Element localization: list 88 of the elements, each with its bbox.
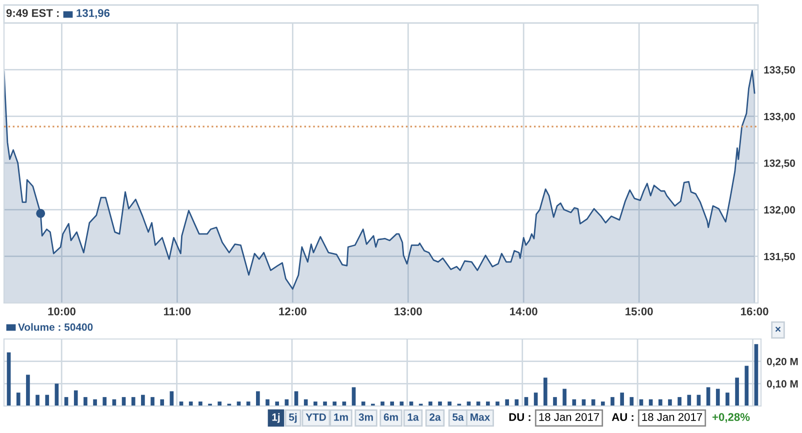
text: × [775, 326, 781, 332]
bar [102, 397, 107, 406]
y-tick-label: 0,10 M [766, 380, 798, 390]
text: 3m [358, 413, 373, 421]
text: 5a [452, 414, 464, 421]
text: DU : [509, 413, 530, 421]
y-tick-label: 0,20 M [766, 358, 798, 367]
y-tick-label: 132,50 [764, 160, 795, 168]
x-tick-label: 11:00 [164, 307, 191, 316]
bar [84, 397, 88, 406]
bar [726, 392, 730, 406]
bar [543, 378, 548, 406]
bar [428, 402, 432, 406]
text: +0,28% [712, 413, 750, 423]
bar [150, 397, 154, 406]
bar [438, 402, 442, 406]
bar [218, 402, 222, 406]
bar [448, 402, 452, 406]
text: Volume : 50400 [18, 323, 93, 331]
y-tick-label: 133,50 [764, 66, 795, 76]
y-tick-label: 133,00 [764, 112, 795, 122]
bar [678, 397, 682, 406]
text: 18 Jan 2017 [539, 413, 600, 421]
bar [45, 394, 50, 406]
bar [160, 399, 164, 406]
bar [54, 384, 59, 406]
text: 9:49 EST : [6, 9, 59, 17]
bar [314, 402, 318, 406]
bar [256, 391, 260, 406]
bar [687, 394, 692, 406]
bar [188, 402, 193, 406]
y-tick-label: 131,50 [764, 252, 795, 262]
bar [93, 399, 97, 406]
bar [486, 402, 490, 406]
text: 2a [430, 413, 441, 421]
bar [630, 397, 634, 406]
text: AU : [612, 413, 634, 421]
bar [754, 344, 758, 406]
bar [332, 402, 337, 406]
bar [380, 402, 384, 406]
bar [716, 388, 720, 406]
text: YTD [306, 414, 326, 421]
x-tick-label: 14:00 [510, 307, 538, 316]
bar [361, 402, 366, 406]
bar [400, 402, 404, 406]
bar [352, 387, 356, 406]
bar [36, 394, 40, 406]
bar [505, 399, 509, 406]
text: Max [470, 414, 490, 421]
x-tick-label: 10:00 [48, 307, 76, 316]
bar [496, 402, 500, 406]
bar [131, 397, 136, 406]
bar [706, 387, 710, 406]
bar [620, 392, 624, 406]
bar [572, 399, 576, 406]
bar [26, 374, 30, 406]
x-tick-label: 12:00 [279, 307, 306, 316]
bar [198, 402, 202, 406]
bar [600, 402, 605, 406]
x-tick-label: 15:00 [626, 307, 653, 316]
bar [390, 402, 394, 406]
x-tick-label: 16:00 [741, 307, 768, 316]
bar [323, 402, 327, 406]
bar [275, 402, 280, 406]
bar [16, 392, 20, 406]
bar [668, 399, 672, 406]
bar [744, 366, 749, 406]
bar [266, 399, 270, 406]
bar [553, 397, 557, 406]
text: 131,96 [76, 9, 110, 19]
bar [735, 378, 739, 406]
y-tick-label: 132,00 [764, 206, 795, 216]
x-tick-label: 13:00 [394, 307, 422, 316]
bar [141, 394, 145, 406]
text: 1j [272, 413, 280, 423]
text: 6m [384, 413, 398, 421]
bar [562, 388, 566, 406]
text: 1m [334, 414, 348, 421]
bar [514, 399, 519, 406]
bar [246, 402, 250, 406]
bar [74, 390, 78, 406]
text: 1a [408, 414, 419, 421]
text: 18 Jan 2017 [642, 413, 702, 421]
bar [304, 399, 308, 406]
bar [610, 397, 614, 406]
bar [6, 352, 11, 406]
text: 5j [288, 413, 297, 423]
bar [658, 399, 662, 406]
